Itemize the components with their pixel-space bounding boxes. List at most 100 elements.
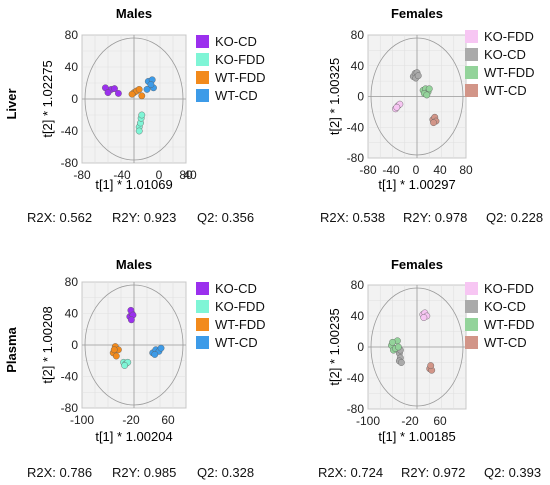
data-point: [112, 352, 120, 360]
y-tick-label: -80: [61, 156, 79, 170]
data-point: [115, 90, 122, 97]
x-axis-label: t[1] * 1.00185: [378, 429, 455, 444]
y-axis-label: t[2] * 1.02275: [40, 60, 55, 137]
r2x-value: R2X: 0.786: [27, 465, 93, 480]
data-point: [104, 89, 112, 97]
scatter-panel-2: 80 40 0 -40 -80-80 -40 0 40 80 Females t[1] * 1.00…: [327, 6, 535, 192]
legend-swatch: [196, 89, 209, 102]
confidence-ellipse: [84, 284, 184, 406]
chart-title: Females: [391, 6, 443, 21]
data-point: [127, 316, 135, 324]
row-label-plasma: Plasma: [4, 326, 19, 372]
data-point: [423, 91, 431, 99]
legend-swatch: [196, 35, 209, 48]
y-axis-label: t[2] * 1.00325: [327, 58, 342, 135]
scatter-panel-3: 80 40 0 -40 -80-100 -20 60 Males t[1] * 1.00204 t…: [40, 257, 266, 444]
legend-swatch: [465, 84, 478, 97]
x-tick-label: 80: [459, 163, 473, 177]
data-point: [121, 362, 129, 369]
x-tick-label: 60: [161, 413, 175, 427]
x-tick-label: -100: [356, 414, 380, 428]
y-tick-label: -80: [347, 402, 365, 416]
x-tick-label: 0: [413, 163, 420, 177]
stats-liver-males: R2X: 0.562 R2Y: 0.923 Q2: 0.356: [27, 210, 254, 225]
legend-label: KO-CD: [215, 34, 257, 49]
legend-label: WT-CD: [484, 83, 527, 98]
q2-value: Q2: 0.228: [486, 210, 544, 225]
q2-value: Q2: 0.393: [484, 465, 542, 480]
data-point: [389, 338, 396, 346]
legend-label: KO-CD: [484, 299, 526, 314]
legend-label: WT-FDD: [484, 65, 535, 80]
x-tick-label: -100: [70, 413, 94, 427]
legend-label: WT-FDD: [215, 317, 266, 332]
legend-swatch: [465, 30, 478, 43]
r2y-value: R2Y: 0.923: [112, 210, 177, 225]
x-tick-label: 60: [433, 414, 447, 428]
r2x-value: R2X: 0.538: [320, 210, 386, 225]
legend-swatch: [196, 53, 209, 66]
legend: KO-FDD KO-CD WT-FDD WT-CD: [465, 29, 535, 98]
x-tick-label: -80: [73, 168, 91, 182]
legend-swatch: [465, 66, 478, 79]
legend-swatch: [465, 336, 478, 349]
y-tick-label: 0: [357, 90, 364, 104]
y-tick-label: 40: [65, 60, 79, 74]
r2y-value: R2Y: 0.978: [403, 210, 468, 225]
x-axis-label: t[1] * 1.00204: [95, 429, 172, 444]
data-point: [143, 86, 151, 93]
data-point: [430, 119, 437, 127]
x-tick-label: 0: [156, 168, 163, 182]
data-point: [135, 86, 143, 93]
legend-swatch: [196, 318, 209, 331]
y-tick-label: -40: [61, 370, 79, 384]
y-tick-label: 40: [351, 309, 365, 323]
q2-value: Q2: 0.356: [197, 210, 255, 225]
data-point: [414, 72, 422, 80]
data-point: [427, 362, 435, 369]
legend-label: KO-FDD: [215, 299, 265, 314]
r2y-value: R2Y: 0.985: [112, 465, 177, 480]
data-point: [425, 85, 433, 93]
legend-label: WT-FDD: [215, 70, 266, 85]
data-point: [128, 90, 136, 98]
confidence-ellipse: [370, 37, 464, 156]
legend-swatch: [465, 300, 478, 313]
y-tick-label: -40: [347, 120, 365, 134]
data-point: [393, 103, 401, 111]
data-point: [394, 343, 402, 351]
x-tick-label: -80: [359, 163, 377, 177]
chart-title: Males: [116, 257, 152, 272]
confidence-ellipse: [370, 287, 464, 407]
data-point: [147, 81, 155, 89]
y-tick-label: -80: [61, 401, 79, 415]
r2y-value: R2Y: 0.972: [401, 465, 466, 480]
y-tick-label: -80: [347, 151, 365, 165]
x-axis-label: t[1] * 1.00297: [378, 177, 455, 192]
confidence-ellipse: [84, 37, 184, 161]
data-point: [397, 359, 405, 366]
y-tick-label: 80: [351, 278, 365, 292]
legend: KO-FDD KO-CD WT-FDD WT-CD: [465, 281, 535, 350]
x-tick-label: 40: [433, 163, 447, 177]
legend-label: KO-CD: [484, 47, 526, 62]
legend-swatch: [465, 282, 478, 295]
legend-swatch: [196, 71, 209, 84]
y-tick-label: 80: [351, 28, 365, 42]
legend-swatch: [196, 336, 209, 349]
y-tick-label: 80: [65, 28, 79, 42]
legend-label: WT-CD: [215, 88, 258, 103]
stats-liver-females: R2X: 0.538 R2Y: 0.978 Q2: 0.228: [320, 210, 543, 225]
data-point: [110, 346, 118, 354]
y-tick-label: -40: [347, 371, 365, 385]
y-tick-label: 40: [65, 307, 79, 321]
r2x-value: R2X: 0.724: [318, 465, 384, 480]
x-tick-label: -40: [382, 163, 400, 177]
x-tick-label: -20: [122, 413, 140, 427]
legend-swatch: [465, 48, 478, 61]
data-point: [111, 85, 118, 93]
stats-plasma-females: R2X: 0.724 R2Y: 0.972 Q2: 0.393: [318, 465, 541, 480]
y-tick-label: -40: [61, 124, 79, 138]
